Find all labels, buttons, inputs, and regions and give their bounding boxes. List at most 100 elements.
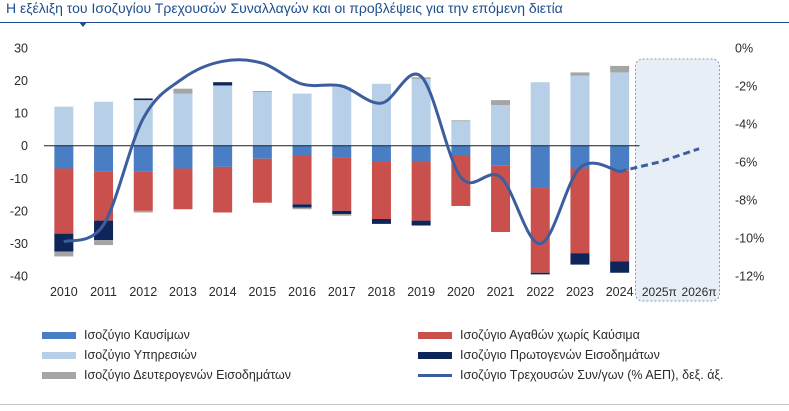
bar-segment (371, 83, 391, 146)
y-tick-label: -40 (10, 270, 28, 284)
bar-segment (610, 65, 630, 73)
bar-segment (213, 145, 233, 167)
bar-segment (213, 85, 233, 146)
bar-segment (252, 158, 272, 203)
y-tick-label: 0 (21, 139, 28, 153)
bar-segment (292, 204, 312, 208)
y-tick-label: 10 (14, 107, 28, 121)
bar-segment (570, 72, 590, 76)
chart-title: Η εξέλιξη του Ισοζυγίου Τρεχουσών Συναλλ… (6, 0, 563, 16)
x-tick-label: 2024 (606, 285, 634, 299)
bar-segment (252, 91, 272, 146)
bar-segment (411, 78, 431, 146)
bar-segment (610, 261, 630, 273)
x-tick-label: 2012 (129, 285, 157, 299)
bar-segment (94, 240, 114, 246)
bar-segment (54, 233, 74, 252)
bar-segment (332, 210, 352, 215)
bar-segment (570, 168, 590, 254)
title-divider (0, 22, 789, 23)
legend-label: Ισοζύγιο Καυσίμων (84, 328, 190, 342)
legend-label: Ισοζύγιο Αγαθών χωρίς Καύσιμα (460, 328, 640, 342)
legend-item: Ισοζύγιο Πρωτογενών Εισοδημάτων (418, 348, 660, 362)
bar-segment (371, 219, 391, 224)
current-account-forecast-line (619, 147, 700, 173)
x-tick-label: 2011 (90, 285, 117, 299)
legend-label: Ισοζύγιο Δευτερογενών Εισοδημάτων (84, 368, 292, 382)
legend-item: Ισοζύγιο Αγαθών χωρίς Καύσιμα (418, 328, 640, 342)
bar-segment (570, 253, 590, 265)
legend-swatch (418, 331, 452, 339)
bar-segment (332, 145, 352, 158)
bar-segment (173, 88, 193, 94)
x-tick-label: 2020 (447, 285, 475, 299)
legend-item: Ισοζύγιο Δευτερογενών Εισοδημάτων (42, 368, 291, 382)
bar-segment (491, 145, 511, 166)
bottom-divider (0, 404, 789, 405)
bar-segment (94, 220, 114, 241)
bar-segment (173, 145, 193, 169)
bar-segment (491, 100, 511, 105)
y2-tick-label: -4% (735, 118, 757, 132)
legend-swatch (418, 373, 452, 377)
x-tick-label: 2016 (288, 285, 316, 299)
bar-segment (332, 157, 352, 211)
bar-segment (94, 145, 114, 172)
bar-segment (610, 72, 630, 146)
y-tick-label: 20 (14, 74, 28, 88)
forecast-region (635, 58, 720, 302)
chart-legend: Ισοζύγιο Καυσίμων Ισοζύγιο Αγαθών χωρίς Κ… (0, 324, 789, 404)
bar-segment (292, 145, 312, 156)
x-tick-label: 2017 (328, 285, 356, 299)
x-tick-label: 2015 (248, 285, 276, 299)
bar-segment (451, 145, 471, 156)
bar-segment (213, 166, 233, 213)
bar-segment (54, 251, 74, 257)
bar-segment (133, 98, 153, 101)
legend-label: Ισοζύγιο Υπηρεσιών (84, 348, 197, 362)
bar-segment (570, 75, 590, 146)
y2-tick-label: -8% (735, 194, 757, 208)
legend-swatch (418, 351, 452, 359)
x-tick-label: 2019 (407, 285, 435, 299)
legend-label: Ισοζύγιο Πρωτογενών Εισοδημάτων (460, 348, 660, 362)
bar-segment (213, 82, 233, 86)
bar-segment (173, 93, 193, 146)
x-tick-label: 2023 (566, 285, 594, 299)
bar-segment (411, 145, 431, 162)
bar-segment (610, 170, 630, 262)
bar-segment (451, 121, 471, 146)
legend-item: Ισοζύγιο Υπηρεσιών (42, 348, 197, 362)
y2-tick-label: -2% (735, 80, 757, 94)
x-tick-label: 2018 (368, 285, 396, 299)
y2-tick-label: -6% (735, 156, 757, 170)
bar-segment (292, 155, 312, 205)
y-tick-label: -10 (10, 172, 28, 186)
bar-segment (530, 188, 550, 273)
x-tick-label: 2014 (209, 285, 237, 299)
x-tick-label: 2022 (526, 285, 554, 299)
bar-segment (610, 145, 630, 171)
bar-segment (54, 168, 74, 234)
bar-segment (292, 207, 312, 210)
legend-item: Ισοζύγιο Τρεχουσών Συν/γων (% ΑΕΠ), δεξ.… (418, 368, 724, 382)
legend-item: Ισοζύγιο Καυσίμων (42, 328, 190, 342)
bar-segment (332, 214, 352, 216)
legend-swatch (42, 331, 76, 339)
x-tick-label: 2026π (682, 285, 717, 299)
legend-label: Ισοζύγιο Τρεχουσών Συν/γων (% ΑΕΠ), δεξ.… (460, 368, 724, 382)
bar-segment (411, 220, 431, 226)
bar-segment (252, 145, 272, 159)
x-tick-label: 2010 (50, 285, 78, 299)
x-tick-label: 2021 (487, 285, 515, 299)
bar-segment (173, 168, 193, 210)
bar-segment (94, 101, 114, 146)
y-tick-label: 30 (14, 42, 28, 56)
y2-tick-label: -10% (735, 232, 764, 246)
bar-segment (54, 106, 74, 146)
y-tick-label: -30 (10, 237, 28, 251)
bar-segment (530, 145, 550, 189)
bar-segment (133, 171, 153, 211)
bar-segment (54, 145, 74, 169)
bar-segment (252, 90, 272, 92)
